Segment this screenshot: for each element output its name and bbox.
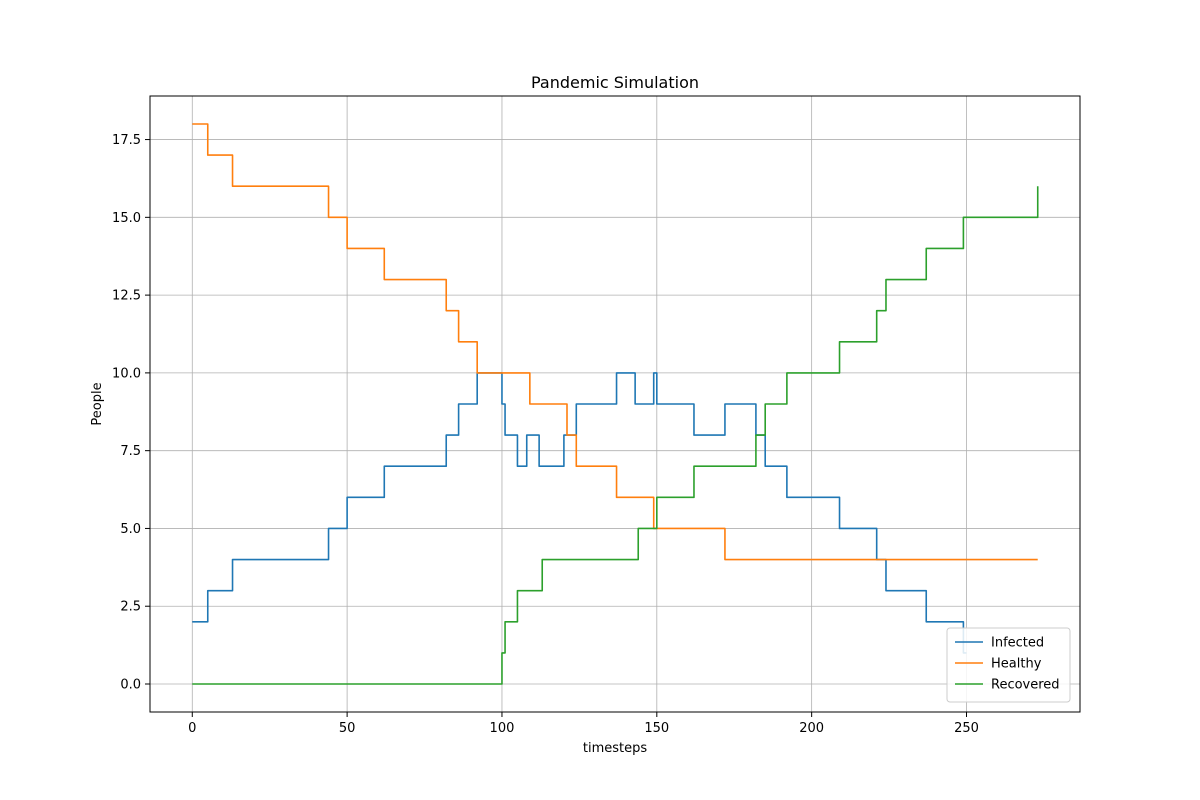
y-tick-label: 17.5 <box>112 133 141 148</box>
x-tick-label: 250 <box>954 721 979 736</box>
series-lines <box>192 123 1039 685</box>
y-tick-label: 5.0 <box>120 522 141 537</box>
x-tick-label: 150 <box>644 721 669 736</box>
legend: Infected Healthy Recovered <box>946 627 1071 703</box>
y-tick-label: 7.5 <box>120 444 141 459</box>
chart-title: Pandemic Simulation <box>531 73 699 92</box>
legend-label-infected: Infected <box>991 636 1044 651</box>
series-line-recovered <box>192 186 1039 685</box>
legend-label-recovered: Recovered <box>991 678 1060 693</box>
y-tick-label: 0.0 <box>120 678 141 693</box>
x-tick-label: 0 <box>188 721 196 736</box>
plot-frame <box>149 95 1081 713</box>
x-tick-label: 200 <box>799 721 824 736</box>
series-line-healthy <box>192 123 1038 561</box>
y-tick-label: 15.0 <box>112 211 141 226</box>
x-axis-ticks: 0 50 100 150 200 250 <box>188 712 979 736</box>
series-line-infected <box>192 372 967 654</box>
y-tick-label: 10.0 <box>112 366 141 381</box>
y-axis-label: People <box>90 382 105 425</box>
y-tick-label: 2.5 <box>120 600 141 615</box>
y-axis-ticks: 0.0 2.5 5.0 7.5 10.0 12.5 15.0 17.5 <box>112 133 150 693</box>
x-tick-label: 100 <box>490 721 515 736</box>
legend-label-healthy: Healthy <box>991 657 1042 672</box>
x-axis-label: timesteps <box>583 741 647 756</box>
x-tick-label: 50 <box>339 721 356 736</box>
y-tick-label: 12.5 <box>112 289 141 304</box>
